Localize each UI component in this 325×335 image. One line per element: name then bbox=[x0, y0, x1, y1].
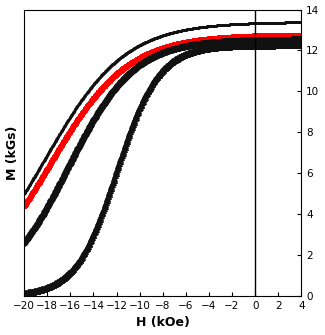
Y-axis label: M (kGs): M (kGs) bbox=[6, 126, 19, 180]
X-axis label: H (kOe): H (kOe) bbox=[136, 317, 190, 329]
